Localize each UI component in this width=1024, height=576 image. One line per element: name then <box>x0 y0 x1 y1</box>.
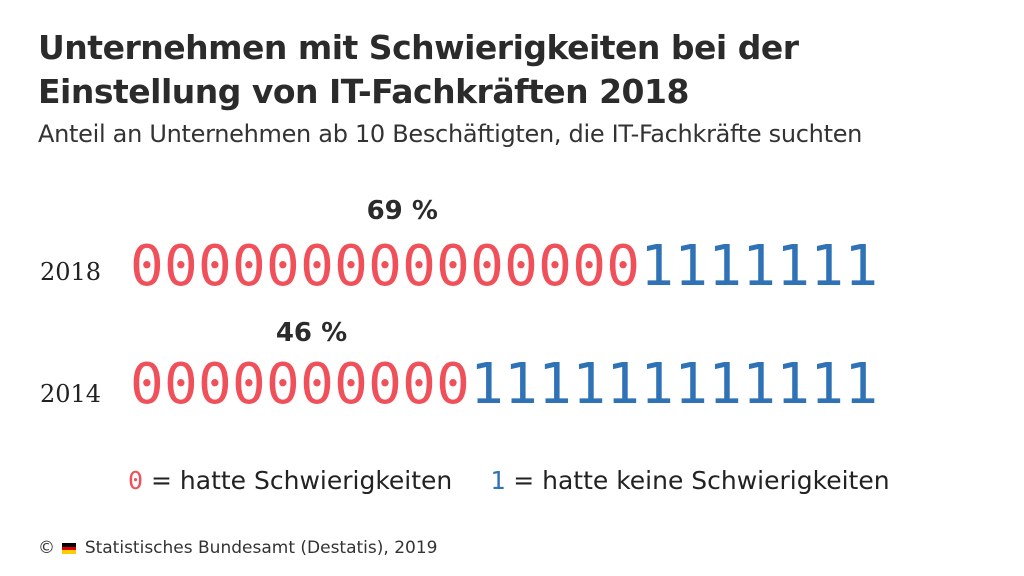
copyright-symbol: © <box>38 538 55 558</box>
chart-title: Unternehmen mit Schwierigkeiten bei der … <box>38 28 799 111</box>
destatis-flag-icon <box>62 543 77 554</box>
footer-source: Statistisches Bundesamt (Destatis), 2019 <box>84 538 438 558</box>
legend-label-1: = hatte keine Schwierigkeiten <box>513 466 890 495</box>
chart-subtitle: Anteil an Unternehmen ab 10 Beschäftigte… <box>38 120 863 148</box>
digit-bar-2014: 0000000000111111111111 <box>130 350 878 420</box>
bar-segment-difficulties-2014: 0000000000 <box>130 352 471 417</box>
bar-segment-difficulties-2018: 000000000000000 <box>130 234 641 299</box>
legend: 0 = hatte Schwierigkeiten 1 = hatte kein… <box>128 466 890 495</box>
legend-symbol-1: 1 <box>490 466 506 495</box>
row-label-2018: 2018 <box>40 258 102 286</box>
row-label-2014: 2014 <box>40 380 102 408</box>
footer: © Statistisches Bundesamt (Destatis), 20… <box>38 538 437 558</box>
data-label-2014: 46 % <box>275 318 348 348</box>
digit-bar-2018: 0000000000000001111111 <box>130 232 878 302</box>
legend-label-0: = hatte Schwierigkeiten <box>151 466 453 495</box>
bar-segment-no-difficulties-2014: 111111111111 <box>470 352 879 417</box>
data-label-2018: 69 % <box>366 196 438 226</box>
bar-segment-no-difficulties-2018: 1111111 <box>640 234 879 299</box>
legend-symbol-0: 0 <box>128 466 144 495</box>
